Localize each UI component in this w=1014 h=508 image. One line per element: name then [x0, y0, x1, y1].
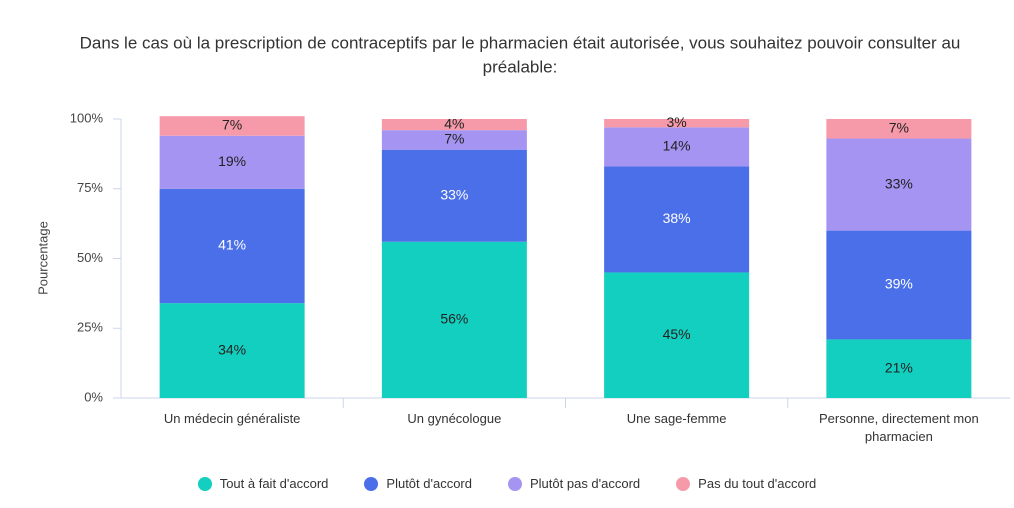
- data-label: 21%: [885, 359, 913, 375]
- bar-segment: [381, 130, 527, 150]
- bar-segment: [381, 241, 527, 398]
- legend-swatch: [508, 476, 522, 491]
- y-axis-label: Pourcentage: [35, 221, 50, 295]
- legend-label: Plutôt d'accord: [386, 476, 472, 491]
- bar-segment: [381, 149, 527, 242]
- bar-segment: [159, 116, 305, 136]
- data-label: 39%: [885, 276, 913, 292]
- data-label: 38%: [663, 210, 691, 226]
- x-label-box: Un gynécologue: [407, 411, 502, 426]
- chart: Dans le cas où la prescription de contra…: [35, 33, 1010, 444]
- legend: Tout à fait d'accord Plutôt d'accord Plutô…: [0, 476, 1014, 491]
- bar-segment: [826, 138, 972, 231]
- data-label: 7%: [889, 119, 909, 135]
- legend-swatch: [197, 476, 212, 491]
- data-label: 7%: [444, 131, 464, 147]
- x-tick-label: Une sage-femme: [626, 411, 727, 426]
- bar-segment: [604, 166, 750, 273]
- data-label: 4%: [444, 115, 464, 131]
- data-label: 14%: [663, 138, 691, 154]
- data-label: 19%: [218, 153, 246, 169]
- legend-item[interactable]: Plutôt d'accord: [364, 476, 472, 491]
- chart-title-line: préalable:: [483, 57, 558, 76]
- x-label-box: Une sage-femme: [626, 411, 727, 426]
- y-tick-label: 25%: [77, 320, 103, 335]
- legend-label: Tout à fait d'accord: [219, 476, 329, 491]
- x-tick-label: Un médecin généraliste: [163, 411, 301, 426]
- data-label: 33%: [440, 186, 468, 202]
- data-label: 34%: [218, 341, 246, 357]
- data-label: 41%: [218, 237, 246, 253]
- legend-swatch: [676, 476, 691, 491]
- bar-segment: [604, 272, 750, 398]
- bar-segment: [159, 135, 305, 189]
- legend-item[interactable]: Plutôt pas d'accord: [508, 476, 640, 491]
- bar-segment: [604, 127, 750, 167]
- bar-segment: [826, 230, 972, 340]
- data-label: 7%: [222, 117, 242, 133]
- x-label-box: Un médecin généraliste: [163, 411, 301, 426]
- bar-segment: [826, 339, 972, 398]
- chart-title-line: Dans le cas où la prescription de contra…: [80, 33, 961, 52]
- legend-label: Pas du tout d'accord: [698, 476, 817, 491]
- x-tick-label: Personne, directement mon pharmacien: [819, 411, 979, 444]
- x-tick-label: Un gynécologue: [407, 411, 502, 426]
- y-tick-label: 75%: [77, 180, 103, 195]
- bar-segment: [604, 119, 750, 128]
- legend-label: Plutôt pas d'accord: [530, 476, 641, 491]
- bar-segment: [826, 119, 972, 139]
- data-label: 33%: [885, 175, 913, 191]
- bar-segment: [159, 303, 305, 398]
- y-tick-label: 0%: [84, 389, 103, 404]
- legend-item[interactable]: Pas du tout d'accord: [676, 476, 816, 491]
- data-label: 3%: [667, 114, 687, 130]
- legend-item[interactable]: Tout à fait d'accord: [197, 476, 329, 491]
- legend-swatch: [364, 476, 379, 491]
- x-label-box: Personne, directement mon pharmacien: [819, 411, 979, 444]
- bar-segment: [381, 119, 527, 131]
- bar-segment: [159, 188, 305, 304]
- y-tick-label: 50%: [77, 250, 103, 265]
- y-tick-label: 100%: [70, 110, 104, 125]
- data-label: 45%: [663, 326, 691, 342]
- data-label: 56%: [440, 311, 468, 327]
